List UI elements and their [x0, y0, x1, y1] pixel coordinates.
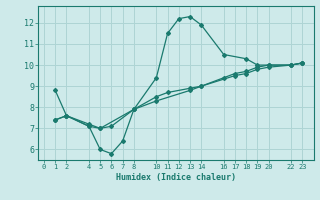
X-axis label: Humidex (Indice chaleur): Humidex (Indice chaleur) [116, 173, 236, 182]
